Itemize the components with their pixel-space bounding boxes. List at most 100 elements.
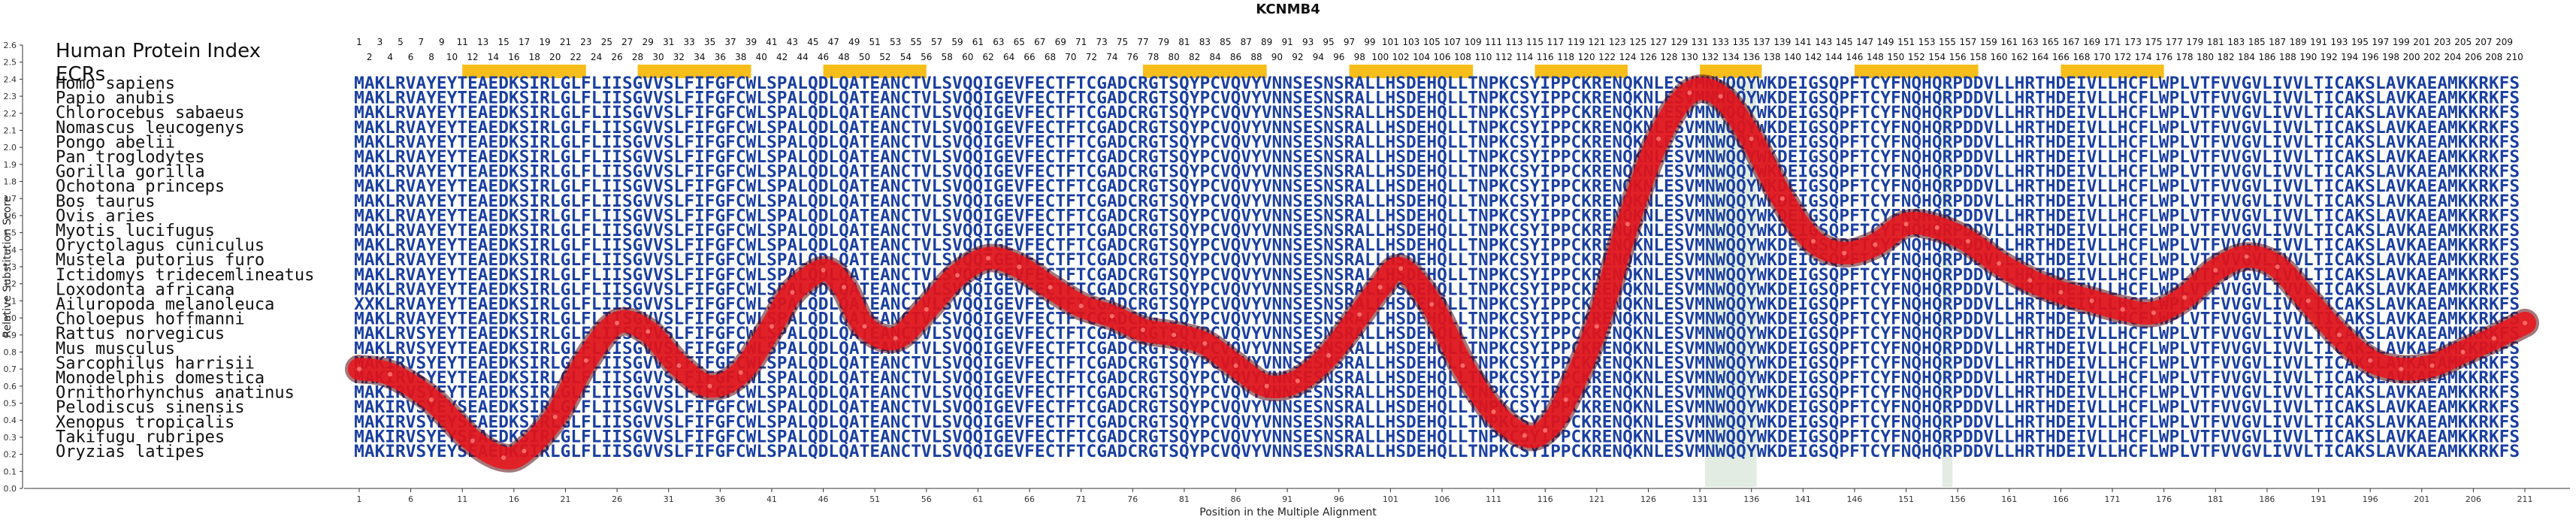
human-index-number: 102 <box>1392 52 1410 62</box>
x-tick-label: 156 <box>1950 494 1966 504</box>
human-index-number: 53 <box>890 37 901 47</box>
score-point <box>1965 238 1970 243</box>
human-index-number: 119 <box>1568 37 1585 47</box>
human-index-number: 168 <box>2073 52 2090 62</box>
human-index-number: 171 <box>2104 37 2121 47</box>
species-name: Papio anubis <box>56 89 175 108</box>
human-index-number: 141 <box>1794 37 1812 47</box>
species-name: Ovis aries <box>56 207 155 225</box>
y-tick-label: 0.3 <box>4 433 17 443</box>
human-index-number: 122 <box>1598 52 1616 62</box>
human-index-number: 1 <box>356 37 362 47</box>
species-name: Pan troglodytes <box>56 148 205 167</box>
human-index-number: 20 <box>549 52 561 62</box>
species-name: Oryzias latipes <box>56 443 205 461</box>
human-index-number: 136 <box>1743 52 1760 62</box>
x-tick-label: 21 <box>560 494 570 504</box>
human-index-number: 62 <box>983 52 994 62</box>
species-sequence: MAKIRVSYEYTEAEDKSIRLGLFLIISGVVSLFIFGFCWL… <box>354 354 2520 373</box>
species-sequence: MAKLRVAYEYTEAEDKSIRLGLFLIISGVVSLFIFGFCWL… <box>354 177 2520 196</box>
highlight-column <box>1746 81 1757 487</box>
human-index-number: 158 <box>1970 52 1987 62</box>
score-point <box>501 455 506 461</box>
x-axis-ticks: 1 6 11 16 21 26 31 36 41 46 51 56 61 66 71 76 81 86 91 96 10… <box>357 488 2533 504</box>
human-index-number: 48 <box>838 52 849 62</box>
human-index-number: 142 <box>1805 52 1822 62</box>
human-index-number: 16 <box>508 52 519 62</box>
score-point <box>2336 332 2342 337</box>
human-index-number: 140 <box>1784 52 1801 62</box>
ecr-bar <box>823 65 927 78</box>
score-series <box>345 74 2539 473</box>
score-point <box>1295 379 1300 384</box>
human-index-number: 128 <box>1660 52 1677 62</box>
human-index-number: 25 <box>601 37 612 47</box>
score-point <box>1934 225 1940 230</box>
score-point <box>1842 250 1847 255</box>
score-point <box>1357 312 1362 317</box>
score-point <box>986 255 991 261</box>
human-index-number: 8 <box>428 52 434 62</box>
human-index-number: 59 <box>951 37 963 47</box>
species-sequence: MAKLRVAYEYTEAEDKSIRLGLFLIISGVVSLFIFGFCWL… <box>354 266 2520 285</box>
human-index-number: 65 <box>1014 37 1025 47</box>
score-point <box>1749 136 1754 141</box>
score-point <box>2120 307 2125 312</box>
human-index-number: 92 <box>1292 52 1303 62</box>
human-index-number: 43 <box>787 37 798 47</box>
human-index-number: 166 <box>2052 52 2070 62</box>
human-index-number: 81 <box>1178 37 1190 47</box>
y-tick-label: 2.6 <box>4 41 17 50</box>
human-index-number: 37 <box>724 37 736 47</box>
human-index-number: 108 <box>1454 52 1471 62</box>
human-index-row-even: 2 4 6 8 10 12 14 16 18 20 22 24 26 28 30 32 34 36 38 40 42 44… <box>367 52 2523 62</box>
human-index-number: 42 <box>776 52 788 62</box>
human-index-number: 115 <box>1526 37 1543 47</box>
highlight-bands <box>1704 81 1953 487</box>
score-point <box>862 324 867 329</box>
species-name: Xenopus tropicalis <box>56 413 234 432</box>
score-point <box>1718 94 1723 99</box>
human-index-number: 170 <box>2094 52 2111 62</box>
x-tick-label: 26 <box>612 494 622 504</box>
x-tick-label: 111 <box>1486 494 1501 504</box>
human-index-number: 121 <box>1588 37 1605 47</box>
x-tick-label: 56 <box>921 494 932 504</box>
score-point <box>2429 363 2435 368</box>
score-point <box>1491 409 1496 414</box>
x-tick-label: 126 <box>1640 494 1656 504</box>
x-tick-label: 106 <box>1435 494 1450 504</box>
y-tick-label: 2.4 <box>4 74 17 84</box>
x-tick-label: 71 <box>1076 494 1087 504</box>
species-name: Rattus norvegicus <box>56 325 225 343</box>
human-index-number: 4 <box>387 52 393 62</box>
species-sequence: MAKLRVAYEYTEAEDKSIRLGLFLIISGVVSLFIFGFCWL… <box>354 119 2520 138</box>
human-index-number: 147 <box>1856 37 1873 47</box>
human-index-number: 188 <box>2279 52 2296 62</box>
human-index-number: 49 <box>848 37 860 47</box>
human-index-number: 56 <box>921 52 932 62</box>
x-tick-label: 206 <box>2466 494 2481 504</box>
human-index-number: 200 <box>2403 52 2420 62</box>
human-index-number: 118 <box>1557 52 1574 62</box>
human-index-number: 183 <box>2227 37 2245 47</box>
human-index-number: 10 <box>446 52 458 62</box>
human-index-number: 194 <box>2341 52 2358 62</box>
human-index-number: 201 <box>2413 37 2430 47</box>
x-tick-label: 91 <box>1282 494 1293 504</box>
human-index-number: 131 <box>1692 37 1709 47</box>
score-point <box>676 363 682 368</box>
human-index-number: 86 <box>1230 52 1241 62</box>
human-index-number: 7 <box>419 37 425 47</box>
human-index-number: 148 <box>1867 52 1884 62</box>
human-index-number: 193 <box>2331 37 2348 47</box>
human-index-number: 11 <box>457 37 468 47</box>
human-index-number: 32 <box>673 52 685 62</box>
score-point <box>954 273 960 278</box>
human-index-number: 35 <box>704 37 715 47</box>
y-tick-label: 0.8 <box>4 347 17 357</box>
species-name: Ictidomys tridecemlineatus <box>56 266 314 285</box>
species-sequence: MAKIRVSYEYSEAEDKSIRLGLFLIISGVVSLFIFGFCWL… <box>354 398 2520 417</box>
human-index-number: 165 <box>2042 37 2059 47</box>
